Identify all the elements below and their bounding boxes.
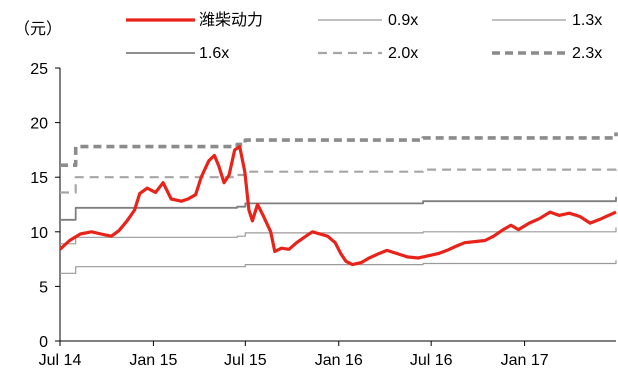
x-tick-label: Jan 17 xyxy=(501,352,549,369)
series-line-1.3x xyxy=(60,227,617,245)
y-tick-label: 25 xyxy=(30,61,48,78)
x-tick-label: Jan 15 xyxy=(129,352,177,369)
unit-label: （元） xyxy=(14,20,62,38)
axes: 0 5 10 15 20 25 Jul 14 Jan 15 Jul 15 Jan 16 Jul 16… xyxy=(30,61,616,369)
y-tick-label: 5 xyxy=(39,279,48,296)
legend-label-潍柴动力: 潍柴动力 xyxy=(199,11,263,29)
x-tick-label: Jul 15 xyxy=(224,352,267,369)
series-line-2.0x xyxy=(60,164,618,194)
y-tick-label: 20 xyxy=(30,116,48,133)
y-tick-label: 0 xyxy=(39,334,48,351)
legend-label-0.9x: 0.9x xyxy=(388,12,418,29)
legend: 潍柴动力 0.9x 1.3x 1.6x 2.0x 2.3x xyxy=(126,11,602,62)
series-line-2.3x xyxy=(60,132,618,167)
legend-label-2.3x: 2.3x xyxy=(572,45,602,62)
series-line-1.6x xyxy=(60,196,617,221)
series-line-0.9x xyxy=(60,260,617,274)
legend-label-2.0x: 2.0x xyxy=(388,45,418,62)
x-tick-label: Jul 14 xyxy=(39,352,82,369)
y-tick-label: 10 xyxy=(30,225,48,242)
x-tick-label: Jul 16 xyxy=(410,352,453,369)
legend-label-1.3x: 1.3x xyxy=(572,12,602,29)
series-layer xyxy=(58,132,618,274)
series-line-潍柴动力 xyxy=(58,145,617,267)
y-tick-label: 15 xyxy=(30,170,48,187)
x-tick-label: Jan 16 xyxy=(315,352,363,369)
legend-label-1.6x: 1.6x xyxy=(199,45,229,62)
